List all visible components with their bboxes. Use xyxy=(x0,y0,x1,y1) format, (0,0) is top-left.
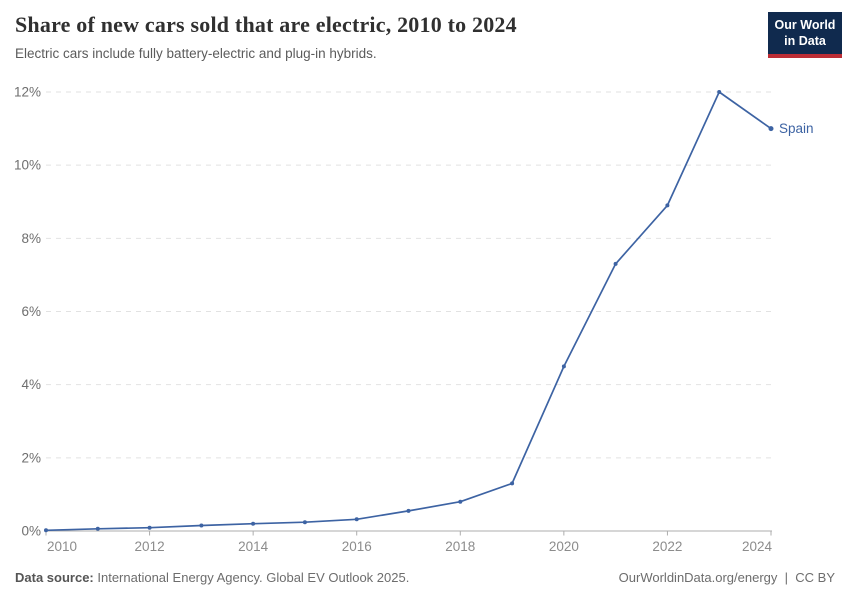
data-point[interactable] xyxy=(510,481,515,486)
owid-logo[interactable]: Our World in Data xyxy=(768,12,842,58)
data-points[interactable] xyxy=(44,90,774,533)
data-point[interactable] xyxy=(147,525,152,530)
chart-footer: Data source: International Energy Agency… xyxy=(15,570,835,585)
x-tick-label: 2012 xyxy=(135,539,165,554)
y-axis-labels: 0% 2% 4% 6% 8% 10% 12% xyxy=(14,85,41,539)
y-tick-label: 10% xyxy=(14,158,41,173)
x-tick-label: 2024 xyxy=(742,539,773,554)
chart-header: Share of new cars sold that are electric… xyxy=(15,12,755,63)
x-axis-labels: 2010 2012 2014 2016 2018 2020 2022 2024 xyxy=(47,539,772,554)
x-tick-label: 2010 xyxy=(47,539,77,554)
y-gridlines xyxy=(46,91,772,532)
line-chart[interactable]: 0% 2% 4% 6% 8% 10% 12% 2010 2012 2014 2016 2018 2020… xyxy=(0,80,850,560)
owid-logo-line2: in Data xyxy=(784,34,826,49)
data-point[interactable] xyxy=(613,261,618,266)
x-axis-ticks xyxy=(45,531,772,536)
data-source-label: Data source: xyxy=(15,570,94,585)
y-tick-label: 6% xyxy=(21,304,41,319)
data-point[interactable] xyxy=(406,508,411,513)
chart-subtitle: Electric cars include fully battery-elec… xyxy=(15,46,377,62)
data-source-text: International Energy Agency. Global EV O… xyxy=(97,570,410,585)
data-point[interactable] xyxy=(44,528,48,533)
y-tick-label: 2% xyxy=(21,450,41,465)
footer-links: OurWorldinData.org/energy | CC BY xyxy=(619,570,835,585)
x-tick-label: 2016 xyxy=(342,539,372,554)
data-source-note: Data source: International Energy Agency… xyxy=(15,570,409,585)
data-point[interactable] xyxy=(354,517,359,522)
data-point[interactable] xyxy=(458,499,463,504)
y-tick-label: 12% xyxy=(14,85,41,100)
data-point[interactable] xyxy=(561,364,566,369)
x-tick-label: 2014 xyxy=(238,539,269,554)
data-point[interactable] xyxy=(768,126,774,132)
footer-separator: | xyxy=(781,570,792,585)
y-tick-label: 4% xyxy=(21,377,41,392)
y-tick-label: 8% xyxy=(21,231,41,246)
chart-title: Share of new cars sold that are electric… xyxy=(15,12,517,37)
data-point[interactable] xyxy=(199,523,204,528)
x-tick-label: 2022 xyxy=(652,539,682,554)
data-point[interactable] xyxy=(302,520,307,525)
owid-url-link[interactable]: OurWorldinData.org/energy xyxy=(618,570,778,585)
data-point[interactable] xyxy=(251,521,256,526)
x-tick-label: 2020 xyxy=(549,539,579,554)
x-tick-label: 2018 xyxy=(445,539,475,554)
license-link[interactable]: CC BY xyxy=(795,570,835,585)
series-end-label[interactable]: Spain xyxy=(779,121,814,136)
owid-logo-line1: Our World xyxy=(774,18,836,32)
y-tick-label: 0% xyxy=(21,524,41,539)
data-point[interactable] xyxy=(665,203,670,208)
data-point[interactable] xyxy=(95,526,100,531)
data-point[interactable] xyxy=(717,90,722,94)
